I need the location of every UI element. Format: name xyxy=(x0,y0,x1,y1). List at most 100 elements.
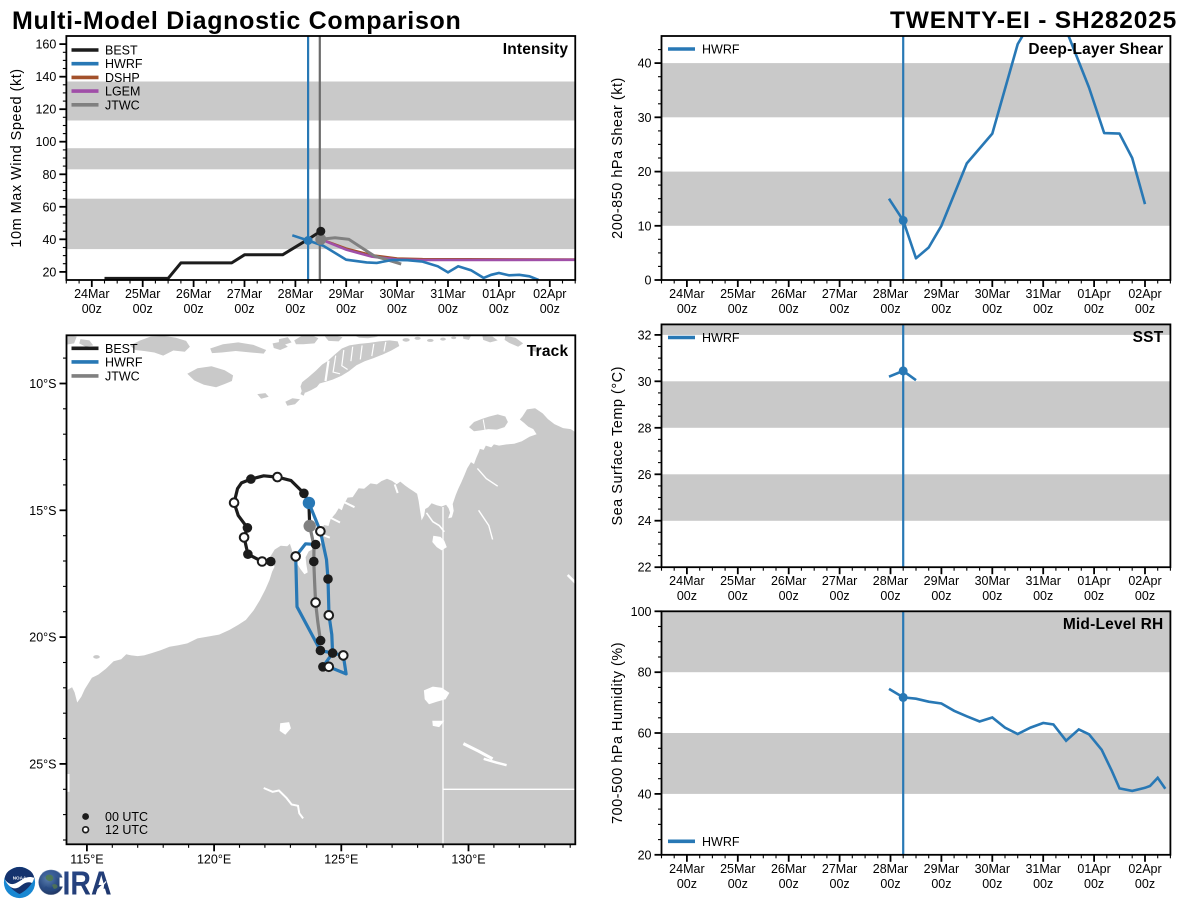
svg-text:31Mar: 31Mar xyxy=(430,287,465,301)
svg-text:30Mar: 30Mar xyxy=(975,287,1010,301)
svg-text:700-500 hPa Humidity (%): 700-500 hPa Humidity (%) xyxy=(610,642,626,824)
svg-text:00z: 00z xyxy=(982,589,1002,603)
svg-text:00z: 00z xyxy=(1033,302,1053,316)
svg-text:00z: 00z xyxy=(285,302,305,316)
svg-text:02Apr: 02Apr xyxy=(1128,574,1161,588)
svg-text:10°S: 10°S xyxy=(29,377,56,391)
svg-text:60: 60 xyxy=(42,200,56,214)
svg-text:24Mar: 24Mar xyxy=(669,287,704,301)
svg-text:Mid-Level RH: Mid-Level RH xyxy=(1063,616,1164,633)
svg-text:00z: 00z xyxy=(1084,877,1104,891)
svg-text:26Mar: 26Mar xyxy=(771,287,806,301)
svg-text:Track: Track xyxy=(527,343,569,360)
svg-text:Deep-Layer Shear: Deep-Layer Shear xyxy=(1028,41,1163,58)
svg-text:27Mar: 27Mar xyxy=(822,574,857,588)
svg-text:00z: 00z xyxy=(931,302,951,316)
svg-text:27Mar: 27Mar xyxy=(822,287,857,301)
svg-text:32: 32 xyxy=(638,328,652,342)
svg-text:02Apr: 02Apr xyxy=(1128,287,1161,301)
svg-text:120°E: 120°E xyxy=(197,852,231,866)
svg-text:00z: 00z xyxy=(779,302,799,316)
svg-text:125°E: 125°E xyxy=(324,852,358,866)
svg-text:00z: 00z xyxy=(1033,877,1053,891)
svg-text:31Mar: 31Mar xyxy=(1025,287,1060,301)
svg-text:130°E: 130°E xyxy=(451,852,485,866)
svg-text:30Mar: 30Mar xyxy=(975,574,1010,588)
svg-text:BEST: BEST xyxy=(105,44,138,58)
svg-text:26Mar: 26Mar xyxy=(771,574,806,588)
svg-text:30Mar: 30Mar xyxy=(975,862,1010,876)
svg-text:115°E: 115°E xyxy=(70,852,103,866)
svg-text:00z: 00z xyxy=(234,302,254,316)
svg-text:60: 60 xyxy=(638,727,652,741)
svg-text:00z: 00z xyxy=(728,302,748,316)
svg-text:25Mar: 25Mar xyxy=(720,574,755,588)
svg-text:00z: 00z xyxy=(677,302,697,316)
svg-text:Multi-Model Diagnostic Compari: Multi-Model Diagnostic Comparison xyxy=(12,7,462,35)
svg-text:00z: 00z xyxy=(880,302,900,316)
svg-text:0: 0 xyxy=(645,274,652,288)
svg-text:26Mar: 26Mar xyxy=(771,862,806,876)
svg-text:HWRF: HWRF xyxy=(702,835,740,849)
svg-text:JTWC: JTWC xyxy=(105,369,140,383)
svg-text:BEST: BEST xyxy=(105,342,138,356)
svg-text:80: 80 xyxy=(638,666,652,680)
svg-text:Sea Surface Temp (°C): Sea Surface Temp (°C) xyxy=(610,366,626,525)
svg-text:30: 30 xyxy=(638,111,652,125)
svg-text:30Mar: 30Mar xyxy=(379,287,414,301)
svg-text:00z: 00z xyxy=(931,877,951,891)
svg-text:00 UTC: 00 UTC xyxy=(105,810,148,824)
svg-text:25Mar: 25Mar xyxy=(720,287,755,301)
svg-text:25°S: 25°S xyxy=(29,757,56,771)
svg-text:02Apr: 02Apr xyxy=(1128,862,1161,876)
svg-text:00z: 00z xyxy=(677,877,697,891)
svg-text:01Apr: 01Apr xyxy=(1077,574,1110,588)
svg-text:00z: 00z xyxy=(931,589,951,603)
svg-text:LGEM: LGEM xyxy=(105,85,140,99)
svg-text:00z: 00z xyxy=(728,589,748,603)
svg-text:00z: 00z xyxy=(1135,302,1155,316)
svg-text:00z: 00z xyxy=(184,302,204,316)
svg-text:JTWC: JTWC xyxy=(105,98,140,112)
svg-text:00z: 00z xyxy=(830,877,850,891)
svg-text:15°S: 15°S xyxy=(29,504,56,518)
svg-text:NOAA: NOAA xyxy=(13,876,27,881)
svg-text:HWRF: HWRF xyxy=(702,331,740,345)
svg-text:20°S: 20°S xyxy=(29,631,56,645)
svg-text:HWRF: HWRF xyxy=(105,57,143,71)
svg-text:00z: 00z xyxy=(133,302,153,316)
svg-text:00z: 00z xyxy=(1084,589,1104,603)
svg-text:24Mar: 24Mar xyxy=(74,287,109,301)
svg-text:24: 24 xyxy=(638,514,652,528)
svg-text:28Mar: 28Mar xyxy=(278,287,313,301)
svg-text:00z: 00z xyxy=(438,302,458,316)
svg-text:40: 40 xyxy=(638,787,652,801)
svg-text:29Mar: 29Mar xyxy=(328,287,363,301)
svg-text:01Apr: 01Apr xyxy=(1077,287,1110,301)
svg-text:IRA: IRA xyxy=(63,865,112,900)
svg-text:80: 80 xyxy=(42,168,56,182)
svg-text:00z: 00z xyxy=(336,302,356,316)
svg-text:28Mar: 28Mar xyxy=(873,287,908,301)
svg-text:00z: 00z xyxy=(982,302,1002,316)
svg-text:25Mar: 25Mar xyxy=(125,287,160,301)
svg-text:SST: SST xyxy=(1133,329,1164,346)
svg-text:40: 40 xyxy=(42,233,56,247)
svg-text:24Mar: 24Mar xyxy=(669,574,704,588)
svg-text:00z: 00z xyxy=(1084,302,1104,316)
svg-text:28Mar: 28Mar xyxy=(873,862,908,876)
svg-text:10: 10 xyxy=(638,219,652,233)
svg-text:01Apr: 01Apr xyxy=(1077,862,1110,876)
svg-text:HWRF: HWRF xyxy=(702,43,740,57)
svg-text:00z: 00z xyxy=(677,589,697,603)
svg-text:00z: 00z xyxy=(387,302,407,316)
svg-text:00z: 00z xyxy=(982,877,1002,891)
svg-text:31Mar: 31Mar xyxy=(1025,574,1060,588)
svg-text:00z: 00z xyxy=(540,302,560,316)
svg-text:01Apr: 01Apr xyxy=(482,287,515,301)
svg-text:31Mar: 31Mar xyxy=(1025,862,1060,876)
svg-text:26Mar: 26Mar xyxy=(176,287,211,301)
svg-text:00z: 00z xyxy=(1033,589,1053,603)
svg-text:20: 20 xyxy=(42,265,56,279)
svg-text:29Mar: 29Mar xyxy=(924,862,959,876)
